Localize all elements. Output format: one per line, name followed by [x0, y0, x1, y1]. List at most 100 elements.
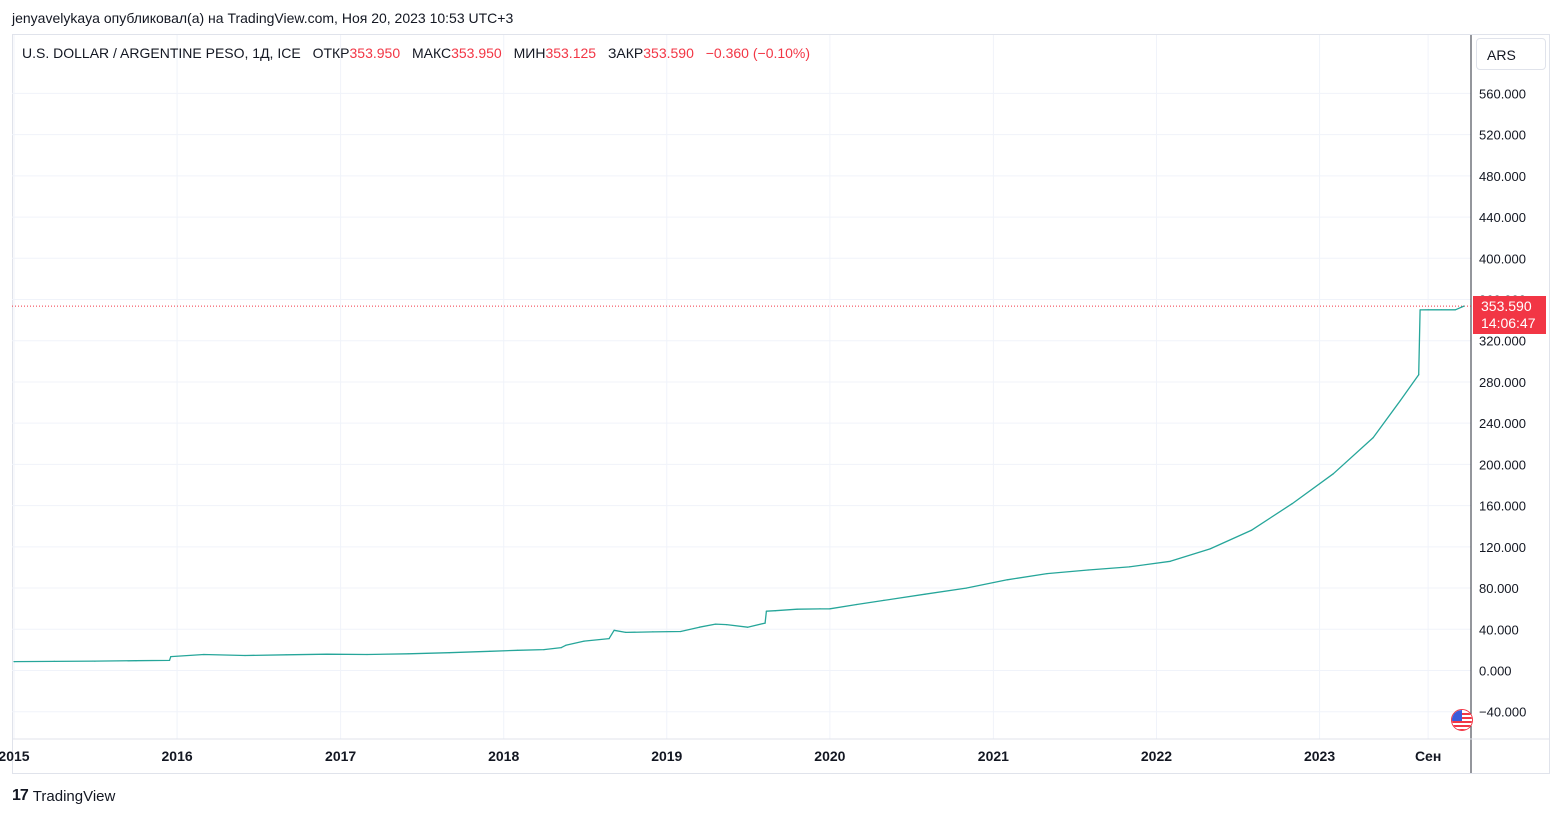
price-point	[1418, 374, 1420, 376]
x-tick-label: 2016	[162, 748, 193, 764]
price-point	[829, 608, 831, 610]
price-point	[652, 631, 654, 633]
price-point	[583, 640, 585, 642]
price-point	[856, 603, 858, 606]
price-point	[489, 650, 491, 652]
x-tick-label: 2023	[1304, 748, 1335, 764]
price-point	[1169, 560, 1171, 562]
x-tick-label: 2017	[325, 748, 356, 764]
x-tick-label: 2018	[488, 748, 519, 764]
chart-axes	[12, 35, 1550, 773]
price-point	[924, 593, 926, 595]
y-tick-label: 400.000	[1479, 251, 1526, 266]
price-point	[565, 644, 567, 646]
price-point	[1454, 309, 1456, 311]
price-point	[244, 654, 246, 657]
symbol-name: U.S. DOLLAR / ARGENTINE PESO, 1Д, ICE	[22, 45, 301, 61]
price-point	[1372, 437, 1374, 439]
price-point	[1463, 305, 1465, 307]
price-point	[1250, 529, 1252, 532]
y-tick-label: 240.000	[1479, 416, 1526, 431]
y-tick-label: 520.000	[1479, 128, 1526, 143]
y-tick-label: 80.000	[1479, 581, 1519, 596]
price-point	[774, 610, 777, 612]
x-tick-label: 2019	[651, 748, 682, 764]
us-flag-icon[interactable]	[1451, 709, 1473, 731]
y-tick-label: −40.000	[1479, 705, 1526, 720]
y-tick-label: 320.000	[1479, 334, 1526, 349]
price-point	[1399, 399, 1401, 402]
price-point	[714, 623, 717, 625]
y-tick-label: 480.000	[1479, 169, 1526, 184]
low-label: МИН	[513, 45, 546, 61]
price-point	[285, 654, 287, 656]
y-tick-label: 280.000	[1479, 375, 1526, 390]
chart-frame	[12, 34, 1550, 774]
price-point	[1332, 473, 1334, 475]
price-point	[1291, 503, 1293, 505]
tradingview-footer[interactable]: 17 TradingView	[12, 786, 115, 806]
price-point	[1440, 309, 1443, 311]
price-point	[168, 659, 171, 662]
price-point	[747, 626, 749, 628]
price-point	[796, 608, 798, 610]
x-tick-label: 2022	[1141, 748, 1172, 764]
price-point	[698, 626, 701, 628]
price-point	[613, 629, 615, 631]
price-point	[1419, 309, 1421, 311]
close-value: 353.590	[643, 45, 694, 61]
y-tick-label: 120.000	[1479, 540, 1526, 555]
x-tick-label: 2021	[978, 748, 1009, 764]
price-point	[765, 610, 768, 612]
price-point	[1427, 309, 1429, 311]
price-point	[764, 622, 766, 624]
chart-grid	[12, 35, 1471, 739]
price-series	[12, 305, 1471, 663]
price-point	[1128, 566, 1130, 568]
price-point	[560, 647, 562, 649]
tradingview-logo-icon: 17	[12, 787, 29, 804]
high-value: 353.950	[451, 45, 502, 61]
y-tick-label: 0.000	[1479, 664, 1512, 679]
price-point	[326, 653, 328, 655]
high-label: МАКС	[412, 45, 452, 61]
price-point	[543, 649, 545, 651]
price-point	[94, 660, 96, 662]
close-label: ЗАКР	[607, 45, 644, 61]
y-tick-label: 440.000	[1479, 210, 1526, 225]
price-point	[1209, 548, 1211, 550]
low-value: 353.125	[545, 45, 597, 61]
price-point	[965, 587, 967, 589]
price-point	[407, 653, 409, 655]
currency-button[interactable]: ARS	[1476, 38, 1546, 70]
price-point	[135, 660, 137, 662]
price-point	[1046, 573, 1048, 575]
price-point	[819, 608, 821, 610]
price-point	[1087, 569, 1089, 571]
symbol-legend: U.S. DOLLAR / ARGENTINE PESO, 1Д, ICE ОТ…	[22, 45, 810, 61]
price-point	[170, 656, 172, 658]
bar-countdown: 14:06:47	[1481, 315, 1536, 332]
open-label: ОТКР	[312, 45, 350, 61]
price-point	[608, 638, 610, 640]
x-tick-label: 2015	[0, 748, 30, 764]
open-value: 353.950	[349, 45, 401, 61]
tradingview-brand: TradingView	[32, 787, 116, 805]
price-point	[13, 661, 15, 663]
last-price-value: 353.590	[1481, 298, 1532, 315]
price-point	[516, 649, 519, 651]
publisher-caption: jenyavelykaya опубликовал(а) на TradingV…	[12, 10, 514, 26]
x-tick-label: 2020	[814, 748, 845, 764]
y-tick-label: 40.000	[1479, 622, 1519, 637]
change-value: −0.360 (−0.10%)	[705, 45, 811, 61]
axis-ticks: −40.000 0.000 40.000 80.000 120.000 160.000 20…	[0, 86, 1526, 764]
x-tick-label: Сен	[1415, 748, 1441, 764]
price-point	[883, 599, 885, 602]
price-point	[53, 660, 55, 663]
price-point	[203, 653, 205, 656]
price-point	[366, 653, 368, 656]
last-price-tag: 353.590 14:06:47	[1473, 296, 1546, 335]
price-point	[448, 652, 450, 654]
price-point	[726, 624, 728, 626]
